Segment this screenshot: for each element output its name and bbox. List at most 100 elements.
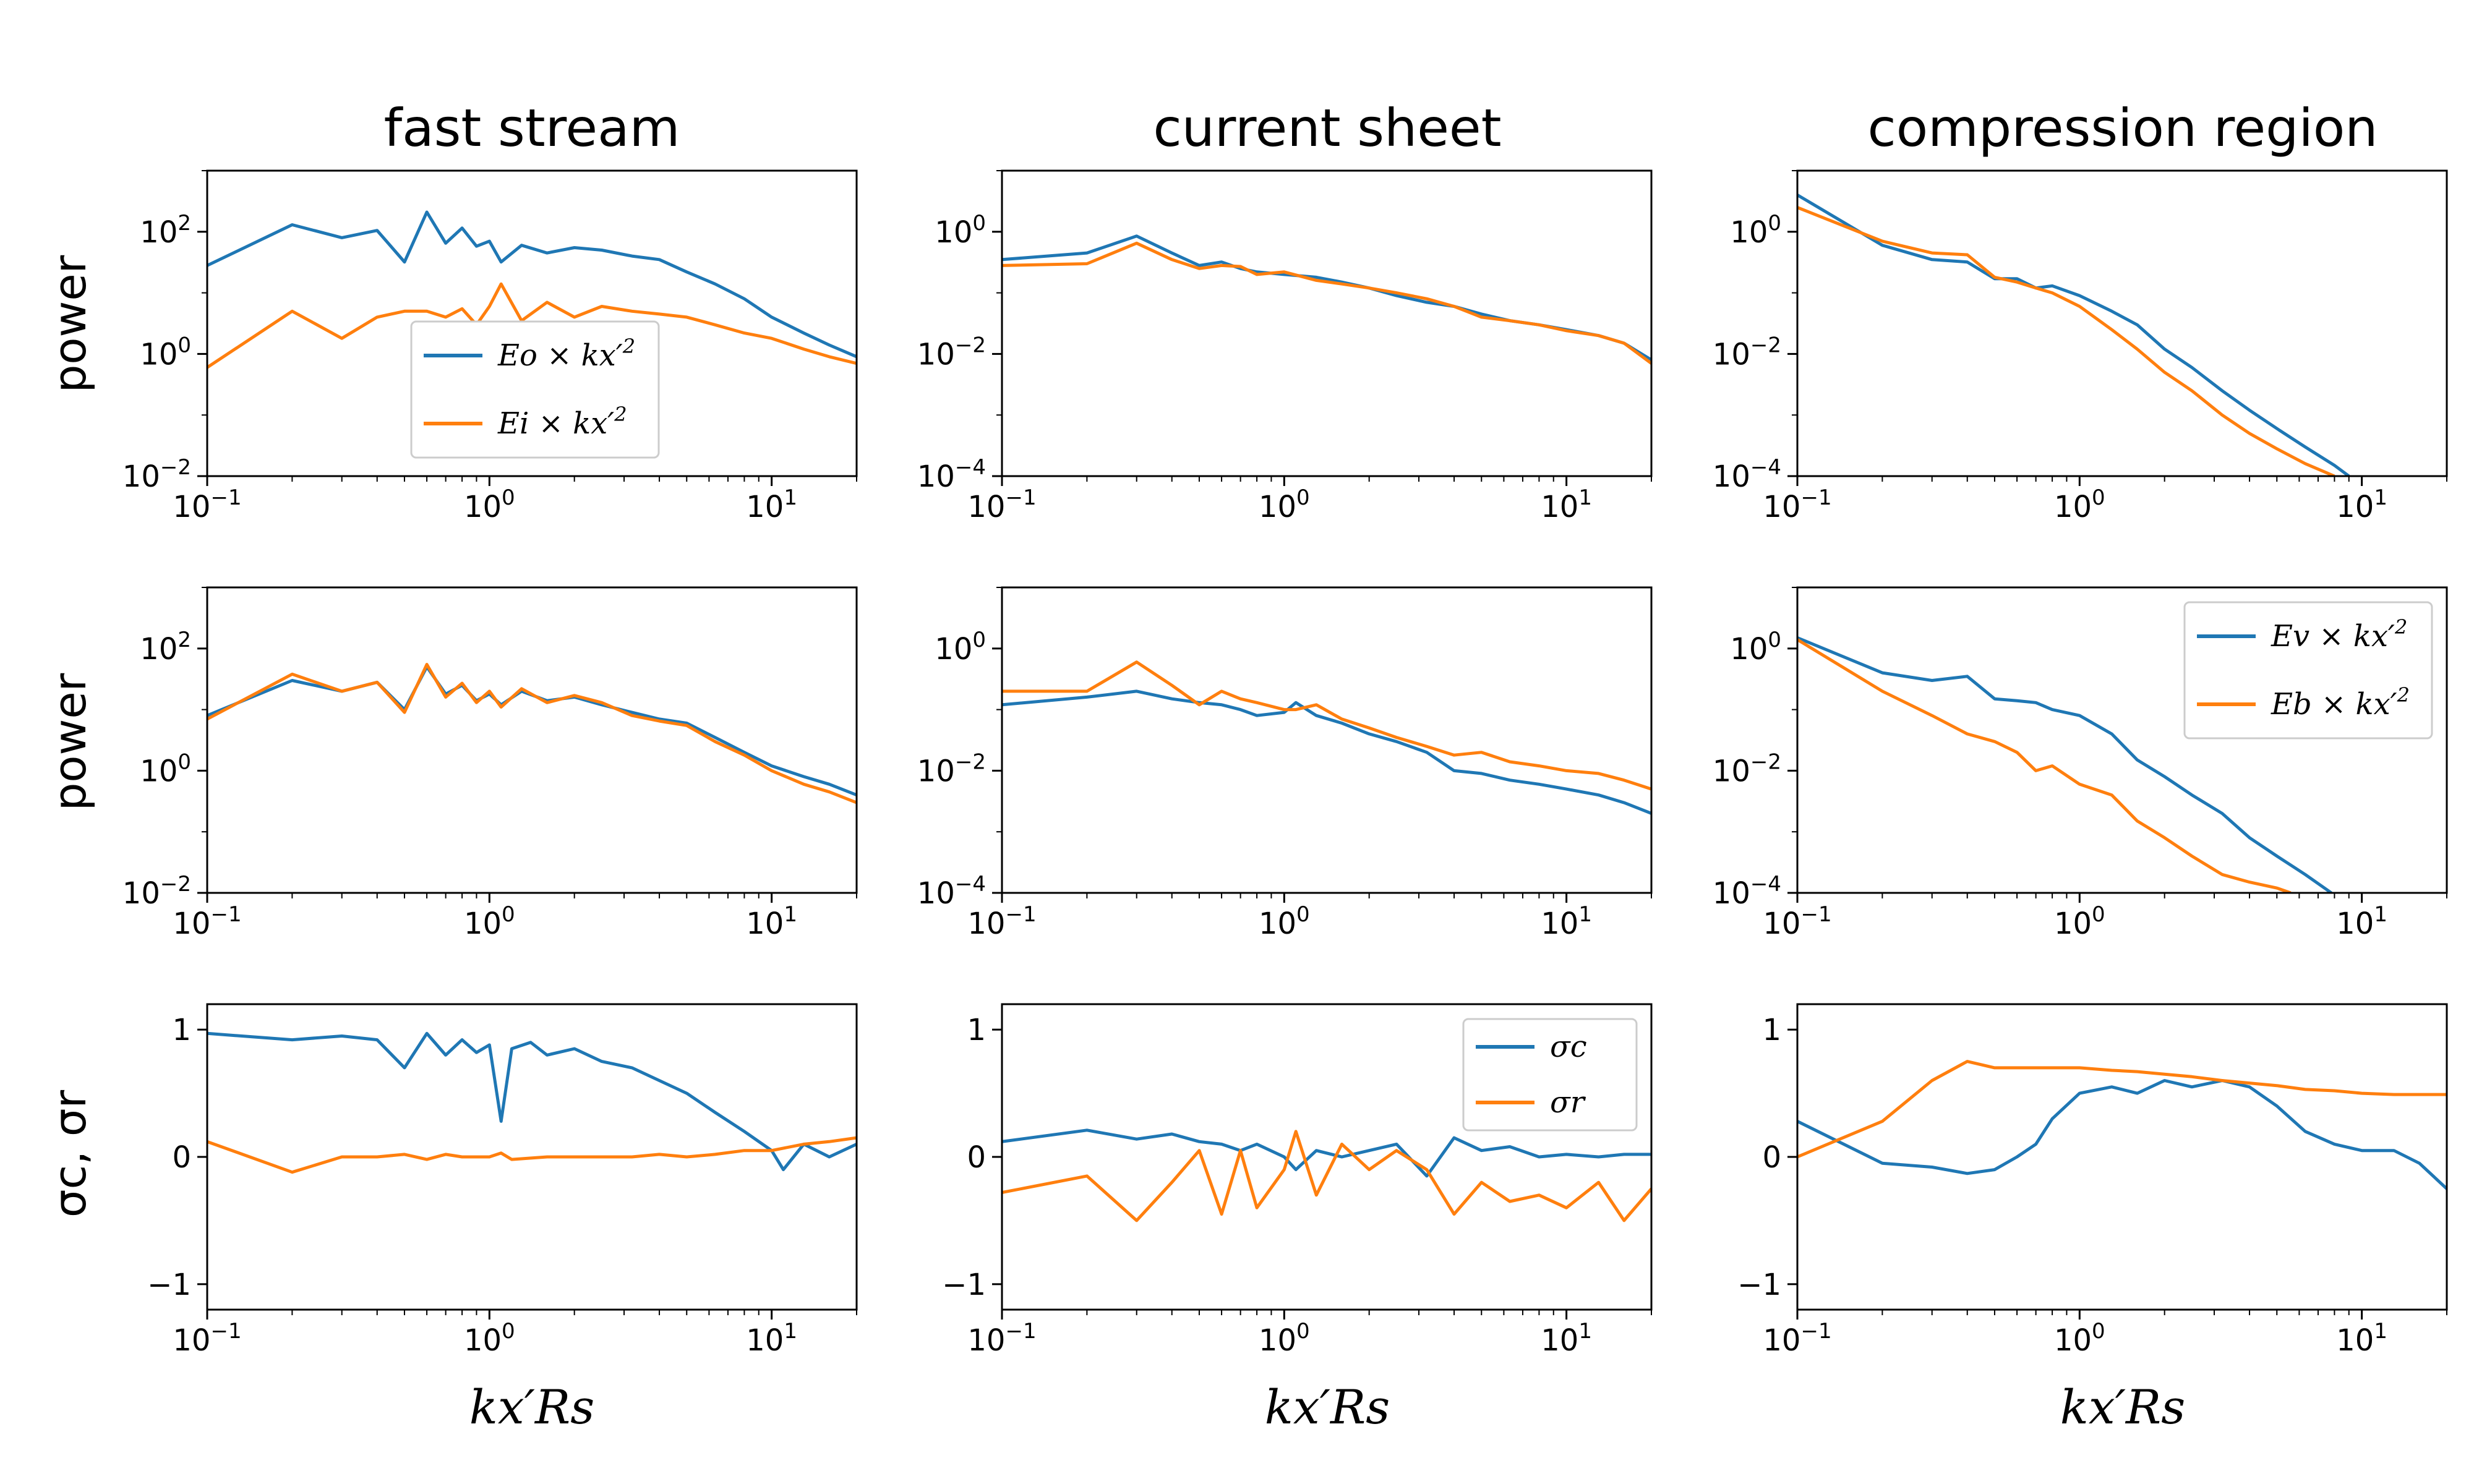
series-line-r0c0-orange: [207, 282, 857, 369]
plot-frame-r0c2: [1796, 169, 2448, 477]
y-tick-label-r0c0: 100: [140, 333, 191, 372]
series-line-r0c2-blue: [1797, 194, 2350, 476]
x-tick-label-r2c1: 101: [1541, 1319, 1592, 1358]
x-tick-label-r1c0: 101: [746, 902, 797, 941]
column-title-current-sheet: current sheet: [1153, 98, 1501, 158]
x-tick-label-r0c1: 101: [1541, 485, 1592, 524]
x-tick-label-r1c2: 100: [2054, 902, 2105, 941]
x-tick-label-r0c0: 100: [464, 485, 515, 524]
y-tick-label-r0c2: 100: [1730, 211, 1781, 250]
y-tick-label-r2c0: 1: [172, 1013, 191, 1047]
x-tick-label-r1c0: 10−1: [173, 902, 241, 941]
x-tick-label-r2c0: 10−1: [173, 1319, 241, 1358]
series-line-r1c2-orange: [1797, 638, 2292, 893]
legend-label: Eb × kx′2: [2271, 683, 2410, 722]
x-tick-label-r2c0: 101: [746, 1319, 797, 1358]
subplot-r0c1: 10−1 100 101 10−4 10−2 100: [917, 169, 1653, 524]
y-tick-label-r2c2: 0: [1762, 1140, 1781, 1175]
x-tick-label-r2c2: 10−1: [1763, 1319, 1831, 1358]
legend-r2c1: σc σr: [1462, 1018, 1638, 1132]
xlabel-col-1: kx′Rs: [469, 1380, 594, 1435]
subplot-r1c0: 10−1 100 101 10−2 100 102: [122, 586, 858, 941]
plot-frame-r1c1: [1001, 586, 1653, 894]
y-tick-label-r1c0: 100: [140, 749, 191, 788]
x-tick-label-r1c1: 10−1: [967, 902, 1036, 941]
x-tick-label-r0c2: 101: [2336, 485, 2387, 524]
series-line-r1c0-orange: [207, 663, 857, 804]
series-line-r2c2-orange: [1797, 1060, 2447, 1159]
series-line-r2c0-orange: [207, 1136, 857, 1174]
legend-r0c0: Eo × kx′2 Ei × kx′2: [410, 320, 660, 459]
x-tick-label-r0c1: 10−1: [967, 485, 1036, 524]
y-tick-label-r0c1: 100: [935, 211, 986, 250]
series-line-r1c1-blue: [1002, 689, 1651, 815]
subplot-r1c1: 10−1 100 101 10−4 10−2 100: [917, 586, 1653, 941]
subplot-r2c2: 10−1 100 101 −1 0 1: [1737, 1003, 2448, 1358]
series-line-r1c1-orange: [1002, 660, 1651, 791]
x-tick-label-r2c1: 10−1: [967, 1319, 1036, 1358]
legend-label: Ei × kx′2: [497, 403, 627, 441]
y-tick-label-r2c1: 0: [967, 1140, 986, 1175]
series-line-r1c2-blue: [1797, 636, 2332, 893]
y-tick-label-r2c0: 0: [172, 1140, 191, 1175]
series-line-r0c0-blue: [207, 210, 857, 359]
legend-label: Ev × kx′2: [2271, 615, 2407, 654]
y-tick-label-r1c2: 100: [1730, 628, 1781, 667]
xlabel-col-3: kx′Rs: [2060, 1380, 2185, 1435]
x-tick-label-r2c2: 100: [2054, 1319, 2105, 1358]
subplot-r2c0: 10−1 100 101 −1 0 1: [147, 1003, 858, 1358]
plot-frame-r1c0: [206, 586, 858, 894]
xlabel-col-2: kx′Rs: [1265, 1380, 1390, 1435]
x-tick-label-r1c2: 101: [2336, 902, 2387, 941]
y-tick-label-r2c1: −1: [942, 1268, 986, 1302]
y-tick-label-r1c1: 100: [935, 628, 986, 667]
y-tick-label-r0c1: 10−2: [917, 333, 986, 372]
x-tick-label-r1c2: 10−1: [1763, 902, 1831, 941]
y-tick-label-r2c0: −1: [147, 1268, 191, 1302]
y-tick-label-r0c2: 10−4: [1713, 455, 1781, 494]
x-tick-label-r0c0: 10−1: [173, 485, 241, 524]
series-line-r2c1-orange: [1002, 1130, 1651, 1222]
series-line-r2c1-blue: [1002, 1128, 1651, 1178]
series-line-r2c0-blue: [207, 1031, 857, 1172]
legend-label: σr: [1550, 1085, 1586, 1120]
x-tick-label-r0c1: 100: [1259, 485, 1310, 524]
y-tick-label-r1c2: 10−2: [1713, 749, 1781, 788]
y-tick-label-r2c1: 1: [967, 1013, 986, 1047]
x-tick-label-r0c2: 100: [2054, 485, 2105, 524]
x-tick-label-r2c1: 100: [1259, 1319, 1310, 1358]
x-tick-label-r2c0: 100: [464, 1319, 515, 1358]
subplot-r0c2: 10−1 100 101 10−4 10−2 100: [1713, 169, 2448, 524]
x-tick-label-r0c0: 101: [746, 485, 797, 524]
x-tick-label-r1c1: 100: [1259, 902, 1310, 941]
ylabel-row-2: power: [44, 673, 96, 811]
series-line-r0c2-orange: [1797, 206, 2335, 476]
plot-frame-r0c0: [206, 169, 858, 477]
subplot-r0c0: 10−1 100 101 10−2 100 102 Eo × kx′2 Ei × kx′2: [122, 169, 858, 524]
y-tick-label-r1c2: 10−4: [1713, 872, 1781, 911]
y-tick-label-r1c1: 10−2: [917, 749, 986, 788]
column-title-compression-region: compression region: [1868, 98, 2378, 158]
y-tick-label-r2c2: 1: [1762, 1013, 1781, 1047]
ylabel-row-1: power: [44, 255, 96, 393]
plot-frame-r1c2: [1796, 586, 2448, 894]
x-tick-label-r1c0: 100: [464, 902, 515, 941]
x-tick-label-r1c1: 101: [1541, 902, 1592, 941]
legend-label: Eo × kx′2: [497, 335, 635, 373]
subplot-r2c1: 10−1 100 101 −1 0 1 σc σr: [942, 1003, 1653, 1358]
series-line-r0c1-orange: [1002, 241, 1651, 365]
y-tick-label-r0c0: 10−2: [122, 455, 191, 494]
y-tick-label-r1c1: 10−4: [917, 872, 986, 911]
x-tick-label-r2c2: 101: [2336, 1319, 2387, 1358]
y-tick-label-r1c0: 10−2: [122, 872, 191, 911]
y-tick-label-r2c2: −1: [1737, 1268, 1781, 1302]
ylabel-row-3: σc, σr: [44, 1090, 96, 1217]
y-tick-label-r0c1: 10−4: [917, 455, 986, 494]
y-tick-label-r0c0: 102: [140, 211, 191, 250]
column-title-fast-stream: fast stream: [384, 98, 680, 158]
y-tick-label-r0c2: 10−2: [1713, 333, 1781, 372]
plot-frame-r0c1: [1001, 169, 1653, 477]
